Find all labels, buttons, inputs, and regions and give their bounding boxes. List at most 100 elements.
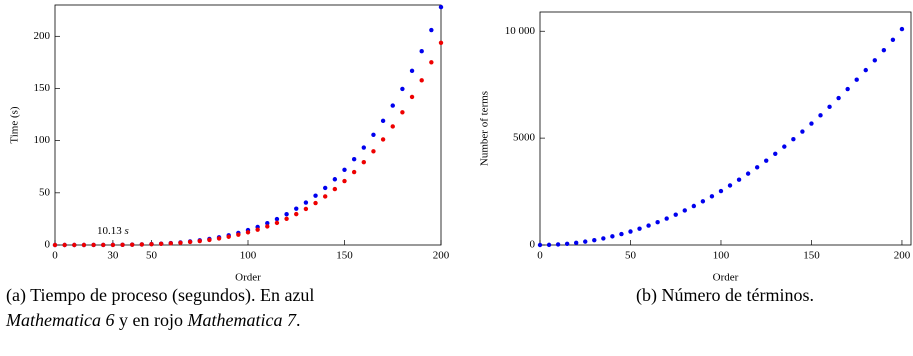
x-tick-label: 200 <box>894 250 911 262</box>
caption: (b) Número de términos. <box>636 285 814 306</box>
data-point <box>400 110 405 115</box>
data-point <box>555 242 561 247</box>
data-point <box>745 171 751 176</box>
data-point <box>371 132 376 138</box>
x-tick-label: 0 <box>52 250 58 262</box>
data-point <box>637 226 642 231</box>
plot-frame <box>54 4 442 246</box>
data-point <box>836 95 841 101</box>
x-axis-label: Order <box>235 272 261 284</box>
caption-part: . <box>296 310 301 330</box>
data-point <box>361 159 366 165</box>
data-point <box>342 167 347 172</box>
y-tick-label: 10 000 <box>505 25 536 37</box>
data-point <box>110 242 116 248</box>
data-point <box>178 240 183 246</box>
data-point <box>601 236 606 241</box>
data-point <box>890 37 896 42</box>
data-point <box>149 242 154 247</box>
data-point <box>664 216 669 221</box>
data-point <box>682 208 687 213</box>
data-point <box>546 242 552 248</box>
data-point <box>342 178 347 184</box>
data-point <box>313 193 318 198</box>
data-point <box>91 242 96 248</box>
data-point <box>809 121 814 126</box>
x-tick-label: 100 <box>713 250 730 262</box>
y-axis-label: Time (s) <box>9 106 21 144</box>
data-point <box>351 169 357 175</box>
data-point <box>101 242 106 248</box>
data-point <box>429 60 434 65</box>
data-point <box>818 113 823 118</box>
data-point <box>120 242 125 248</box>
y-tick-label: 150 <box>34 82 51 94</box>
data-point <box>438 40 444 45</box>
y-tick-label: 200 <box>34 30 51 42</box>
caption-part: (a) Tiempo de proceso (segundos). En azu… <box>6 285 314 306</box>
data-point <box>52 242 58 248</box>
annotation: 10.13 s <box>97 225 129 237</box>
data-point <box>245 230 251 235</box>
data-point <box>754 165 760 170</box>
data-point <box>380 118 386 124</box>
data-point <box>303 206 309 212</box>
y-tick-label: 5000 <box>513 132 536 144</box>
data-point <box>168 241 173 246</box>
plot-frame <box>539 11 912 246</box>
data-point <box>265 224 270 229</box>
data-point <box>72 242 77 248</box>
data-point <box>564 241 570 246</box>
data-point <box>380 137 386 142</box>
data-point <box>130 242 135 247</box>
data-point <box>323 185 328 191</box>
data-point <box>537 242 543 248</box>
data-point <box>313 200 318 206</box>
data-point <box>226 234 231 239</box>
data-point <box>727 183 733 188</box>
data-point <box>139 242 145 247</box>
caption-part: y en rojo <box>119 310 183 330</box>
data-point <box>303 200 309 205</box>
data-point <box>265 220 270 226</box>
data-point <box>573 240 579 246</box>
data-point <box>881 47 887 53</box>
data-point <box>736 177 742 182</box>
data-point <box>872 58 878 63</box>
data-point <box>429 27 434 33</box>
data-point <box>197 238 202 244</box>
data-point <box>583 239 588 244</box>
y-tick-label: 50 <box>39 186 51 198</box>
data-point <box>274 220 280 226</box>
x-tick-label: 30 <box>107 250 119 262</box>
data-point <box>646 223 651 228</box>
data-point <box>255 227 260 232</box>
x-axis-label: Order <box>713 272 739 284</box>
data-point <box>419 78 424 83</box>
data-point <box>332 177 338 182</box>
y-tick-label: 100 <box>34 134 51 146</box>
data-point <box>619 231 624 237</box>
data-point <box>800 129 805 134</box>
y-axis-label: Number of terms <box>479 91 491 166</box>
data-point <box>782 144 787 149</box>
data-point <box>207 237 212 243</box>
data-point <box>284 212 289 217</box>
data-point <box>718 188 724 194</box>
caption: (a) Tiempo de proceso (segundos). En azu… <box>6 285 314 306</box>
x-tick-label: 0 <box>537 250 543 262</box>
data-point <box>371 149 376 154</box>
x-tick-label: 150 <box>803 250 820 262</box>
caption-part: Mathematica 6 <box>5 310 114 330</box>
data-point <box>691 203 697 209</box>
data-point <box>361 145 366 150</box>
data-point <box>351 157 357 162</box>
data-point <box>62 242 67 248</box>
data-point <box>700 199 706 204</box>
caption: Mathematica 6 y en rojo Mathematica 7. <box>5 310 300 330</box>
data-point <box>400 86 405 92</box>
annotation-unit: s <box>125 225 129 237</box>
data-point <box>294 206 299 211</box>
data-point <box>854 77 859 82</box>
